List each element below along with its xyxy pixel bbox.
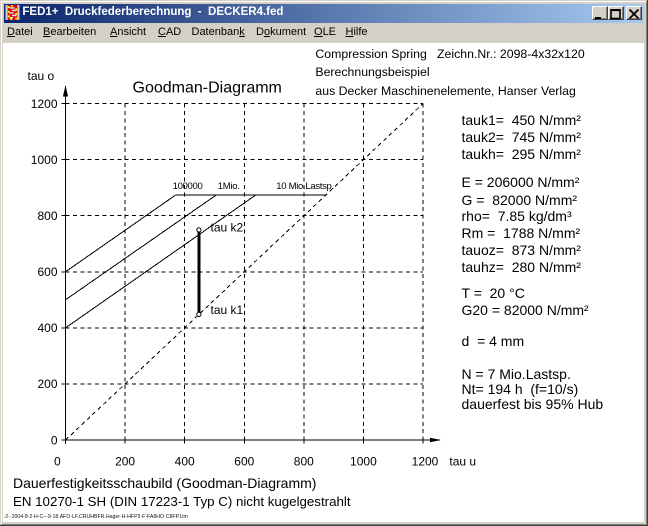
svg-text:600: 600 bbox=[37, 265, 57, 279]
svg-text:400: 400 bbox=[175, 455, 195, 469]
svg-text:1Mio.: 1Mio. bbox=[218, 181, 240, 192]
svg-text:tau u: tau u bbox=[449, 455, 476, 469]
svg-text:10 Mio.Lastsp.: 10 Mio.Lastsp. bbox=[276, 181, 334, 192]
svg-text:tau k1: tau k1 bbox=[211, 303, 244, 317]
svg-text:tau k2: tau k2 bbox=[211, 221, 244, 235]
svg-text:600: 600 bbox=[234, 455, 254, 469]
svg-text:1200: 1200 bbox=[31, 97, 58, 111]
svg-text:100000: 100000 bbox=[173, 181, 203, 192]
svg-text:200: 200 bbox=[115, 455, 135, 469]
svg-text:400: 400 bbox=[37, 321, 57, 335]
svg-text:1000: 1000 bbox=[350, 455, 377, 469]
svg-text:0: 0 bbox=[54, 455, 61, 469]
svg-text:1200: 1200 bbox=[412, 455, 439, 469]
svg-text:tau o: tau o bbox=[28, 69, 55, 83]
svg-text:1000: 1000 bbox=[31, 153, 58, 167]
svg-text:800: 800 bbox=[294, 455, 314, 469]
svg-text:0: 0 bbox=[51, 433, 58, 447]
svg-text:800: 800 bbox=[37, 209, 57, 223]
svg-text:Goodman-Diagramm: Goodman-Diagramm bbox=[133, 79, 282, 96]
svg-text:200: 200 bbox=[37, 377, 57, 391]
